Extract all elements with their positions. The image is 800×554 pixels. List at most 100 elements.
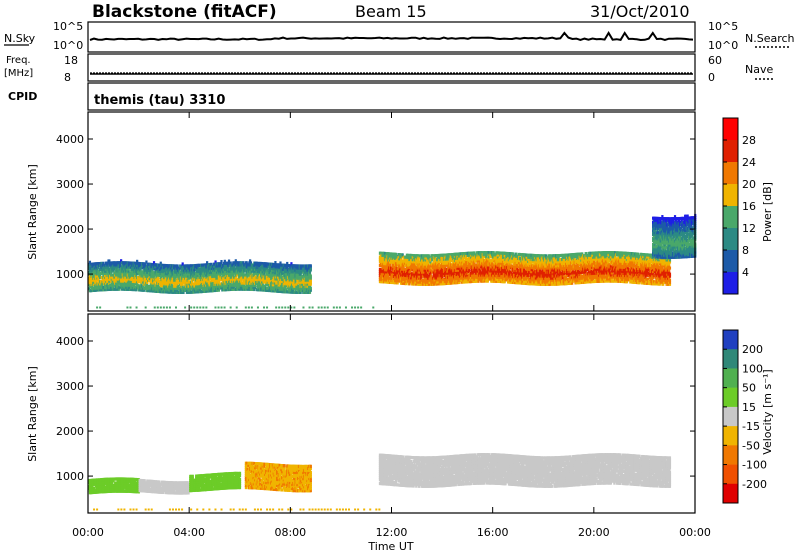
scatter-cell: [150, 271, 153, 275]
scatter-cell: [167, 266, 170, 270]
scatter-cell: [490, 261, 494, 265]
scatter-cell: [491, 273, 495, 277]
scatter-cell: [388, 262, 392, 266]
scatter-cell: [283, 284, 286, 288]
scatter-cell: [94, 274, 97, 278]
scatter-cell: [199, 269, 202, 273]
scatter-cell: [421, 258, 424, 262]
scatter-cell: [255, 263, 258, 267]
scatter-cell: [288, 272, 291, 276]
scatter-cell: [119, 265, 122, 269]
scatter-cell: [217, 288, 221, 292]
scatter-cell: [495, 265, 498, 269]
scatter-cell: [216, 288, 219, 292]
scatter-cell: [241, 265, 244, 269]
scatter-cell: [191, 264, 194, 268]
scatter-cell: [286, 261, 289, 266]
scatter-cell: [152, 275, 156, 279]
scatter-cell: [155, 283, 158, 287]
scatter-cell: [484, 251, 487, 255]
scatter-cell: [244, 287, 248, 291]
nsky-tick-top: 10^5: [53, 20, 83, 33]
scatter-cell: [438, 276, 441, 280]
scatter-cell: [254, 271, 257, 275]
scatter-cell: [458, 280, 461, 284]
scatter-cell: [299, 274, 302, 278]
scatter-cell: [416, 254, 419, 258]
scatter-cell: [399, 253, 402, 257]
scatter-cell: [140, 270, 143, 274]
scatter-cell: [260, 261, 264, 266]
scatter-cell: [120, 281, 124, 285]
noise-strip-frame: [87, 21, 696, 53]
scatter-cell: [449, 275, 452, 279]
scatter-cell: [481, 263, 484, 267]
scatter-cell: [142, 286, 145, 290]
scatter-cell: [216, 266, 219, 270]
scatter-cell: [464, 262, 467, 266]
scatter-cell: [181, 262, 184, 266]
scatter-cell: [507, 268, 511, 272]
scatter-cell: [157, 275, 160, 279]
scatter-cell: [216, 280, 219, 284]
scatter-cell: [200, 279, 204, 283]
scatter-cell: [221, 288, 224, 292]
scatter-cell: [387, 260, 390, 264]
scatter-cell: [219, 272, 222, 276]
scatter-cell: [261, 282, 264, 286]
scatter-cell: [501, 255, 505, 259]
scatter-cell: [151, 277, 154, 281]
scatter-cell: [229, 261, 232, 265]
scatter-cell: [89, 262, 92, 266]
scatter-cell: [478, 255, 481, 259]
scatter-cell: [193, 270, 196, 274]
scatter-cell: [214, 260, 217, 264]
scatter-cell: [388, 252, 391, 256]
scatter-cell: [98, 270, 101, 274]
scatter-cell: [481, 257, 484, 261]
scatter-cell: [250, 267, 253, 271]
scatter-cell: [289, 276, 292, 280]
scatter-cell: [437, 262, 441, 266]
scatter-cell: [448, 267, 452, 271]
scatter-cell: [128, 261, 131, 265]
scatter-cell: [207, 279, 210, 283]
scatter-cell: [104, 273, 107, 277]
scatter-cell: [238, 271, 242, 275]
nsearch-tick-top: 10^5: [708, 20, 738, 33]
scatter-cell: [388, 268, 392, 272]
scatter-cell: [104, 281, 108, 286]
scatter-cell: [135, 288, 138, 292]
freq-tick-bottom: 8: [64, 71, 71, 84]
scatter-cell: [306, 266, 309, 270]
scatter-cell: [101, 271, 104, 276]
scatter-cell: [409, 272, 412, 276]
scatter-cell: [195, 280, 198, 284]
scatter-cell: [116, 285, 119, 289]
scatter-cell: [229, 281, 232, 285]
scatter-cell: [258, 269, 261, 274]
scatter-cell: [387, 276, 390, 280]
scatter-cell: [381, 253, 384, 257]
scatter-cell: [284, 286, 287, 290]
scatter-cell: [437, 270, 441, 274]
scatter-cell: [155, 275, 158, 279]
scatter-cell: [463, 256, 466, 260]
scatter-cell: [410, 274, 414, 278]
scatter-cell: [197, 265, 200, 270]
scatter-cell: [480, 275, 484, 279]
scatter-cell: [149, 289, 152, 293]
scatter-cell: [130, 265, 134, 269]
scatter-cell: [472, 271, 475, 275]
scatter-cell: [156, 267, 159, 271]
scatter-cell: [232, 287, 235, 291]
scatter-cell: [408, 282, 411, 286]
scatter-cell: [399, 279, 402, 283]
scatter-cell: [174, 288, 178, 292]
scatter-cell: [296, 278, 299, 282]
scatter-cell: [190, 264, 193, 268]
scatter-cell: [243, 283, 246, 287]
scatter-cell: [164, 276, 167, 280]
scatter-cell: [179, 286, 182, 290]
scatter-cell: [271, 283, 274, 287]
